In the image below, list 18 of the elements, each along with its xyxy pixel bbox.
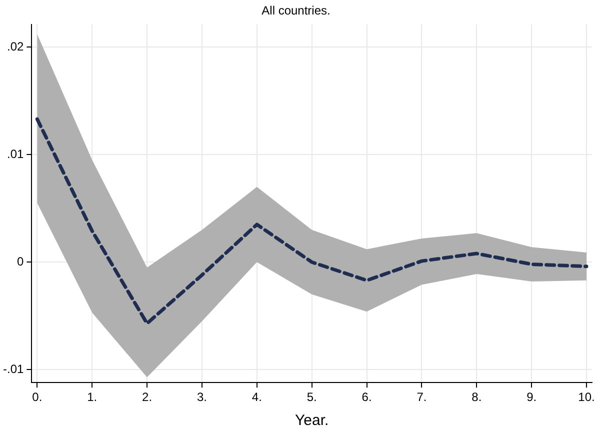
x-tick-label: 1. — [87, 390, 98, 404]
chart-title: All countries. — [262, 4, 330, 18]
x-tick-label: 4. — [252, 390, 262, 404]
x-tick-label: 5. — [306, 390, 317, 404]
line-series — [35, 117, 588, 326]
x-tick-label: 3. — [196, 390, 207, 404]
x-tick-label: 6. — [362, 390, 372, 404]
x-tick-label: 8. — [472, 390, 482, 404]
x-tick-label: 7. — [416, 390, 427, 404]
x-tick-label: 2. — [142, 390, 152, 404]
y-tick-label: .02 — [6, 39, 24, 54]
y-tick-label: -.01 — [2, 362, 24, 376]
y-tick-label: .01 — [6, 146, 24, 161]
y-tick-label: 0 — [16, 254, 24, 268]
x-tick-label: 10. — [578, 390, 595, 404]
x-axis-title: Year. — [295, 412, 329, 430]
x-tick-label: 0. — [32, 390, 42, 404]
x-tick-label: 9. — [526, 390, 537, 404]
